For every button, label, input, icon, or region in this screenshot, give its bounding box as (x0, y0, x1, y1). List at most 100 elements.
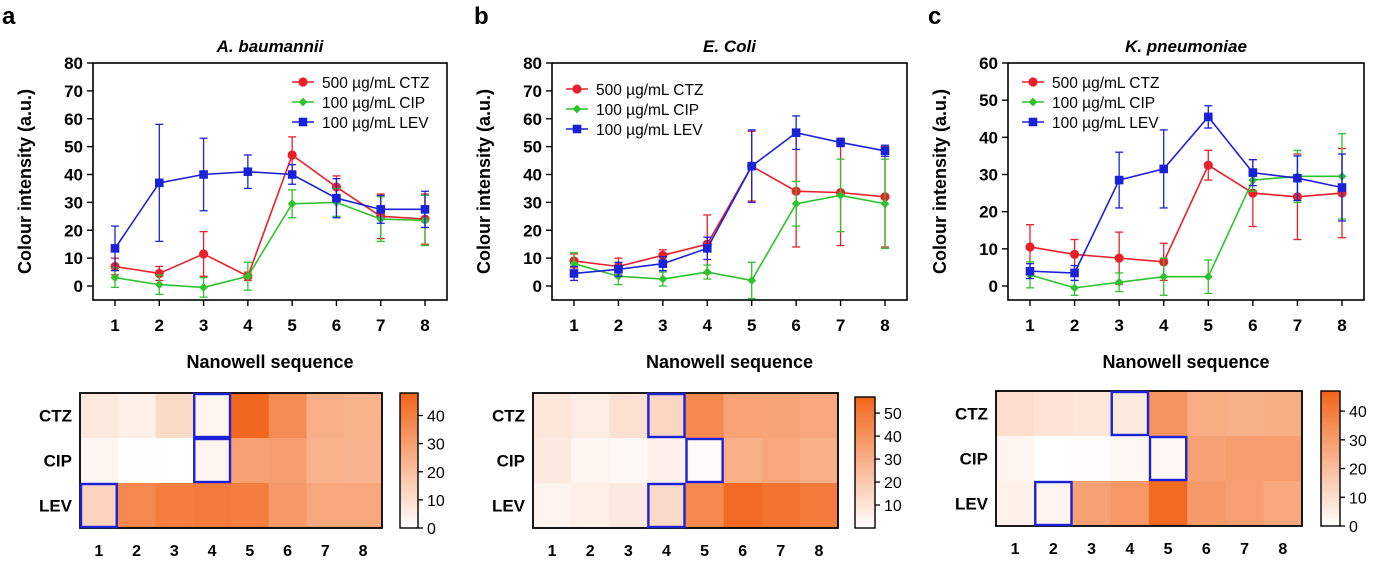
x-tick-label: 2 (614, 316, 623, 335)
heatmap-cell (155, 438, 194, 484)
heatmap-cell (996, 436, 1035, 482)
data-point (1069, 249, 1080, 260)
colorbar-tick-label: 0 (1349, 519, 1358, 536)
legend-marker (1028, 97, 1038, 107)
x-axis-label: Nanowell sequence (1102, 352, 1269, 372)
plot-frame (1007, 62, 1365, 301)
heatmap-cell (117, 393, 156, 439)
colorbar-tick-label: 40 (427, 409, 445, 426)
column-label: 8 (1278, 541, 1287, 558)
heatmap-b: CTZ CIP LEV 1 2 3 4 5 6 7 8 10 20 30 40 50 (492, 392, 902, 560)
column-label: 6 (283, 543, 292, 560)
heatmap-cell (1072, 436, 1112, 482)
data-point (287, 199, 297, 209)
heatmap-cell (647, 393, 686, 439)
data-point (1248, 168, 1258, 177)
highlight-box (193, 437, 232, 484)
data-point (1114, 175, 1124, 185)
heatmap-cell (799, 438, 839, 484)
panel-label-c: c (928, 3, 941, 30)
y-tick-label: 0 (74, 277, 83, 296)
data-point (614, 264, 623, 274)
heatmap-cell (647, 483, 686, 529)
panel-label-b: b (474, 3, 489, 30)
x-tick-label: 8 (1337, 316, 1346, 335)
colorbar (854, 396, 876, 529)
heatmap-cell (1225, 436, 1265, 482)
x-tick-label: 8 (420, 316, 429, 335)
heatmap-cell (231, 483, 270, 529)
data-point (199, 282, 208, 292)
x-tick-label: 3 (658, 316, 667, 335)
heatmap-cell (344, 483, 383, 529)
data-point (791, 128, 801, 137)
heatmap-cell (609, 393, 648, 439)
series-lev (569, 115, 890, 282)
heatmap-cell (268, 438, 307, 484)
legend-marker (298, 77, 308, 87)
series-line (573, 194, 886, 282)
heatmap-cell (609, 438, 648, 484)
x-tick-label: 7 (1293, 316, 1302, 335)
heatmap-cell (306, 483, 345, 529)
heatmap-cell (117, 438, 156, 484)
legend-label: 100 µg/mL LEV (1052, 115, 1159, 132)
x-tick-label: 2 (1070, 316, 1079, 335)
y-tick-label: 0 (533, 277, 542, 296)
heatmap-cell (1263, 436, 1303, 482)
colorbar-tick-label: 10 (884, 498, 902, 515)
data-point (658, 259, 668, 268)
heatmap-cell (80, 393, 119, 439)
data-point (1114, 277, 1124, 287)
data-point (836, 191, 845, 200)
heatmap-cell (231, 438, 270, 484)
heatmap-cell (533, 393, 572, 439)
x-tick-label: 7 (836, 316, 845, 335)
line-chart-a: A. baumannii 0 10 20 30 40 50 60 70 80 1 2 3 4 5 6 7 8 Nan… (15, 37, 448, 372)
legend-label: 500 µg/mL CTZ (322, 75, 429, 92)
column-label: 6 (738, 543, 747, 560)
heatmap-cell (1263, 391, 1303, 437)
x-tick-label: 5 (287, 316, 296, 335)
data-point (880, 146, 890, 156)
heatmap-cell (1110, 436, 1150, 482)
legend: 500 µg/mL CTZ 100 µg/mL CIP 100 µg/mL LEV (1022, 75, 1159, 132)
panel-label-a: a (2, 3, 16, 30)
data-point (110, 273, 120, 283)
row-label: LEV (492, 497, 526, 516)
heatmap-cell (1187, 391, 1226, 437)
series-line (114, 170, 425, 249)
heatmap-cell (761, 393, 801, 439)
highlight-box (647, 392, 686, 439)
heatmap-cell (117, 483, 156, 529)
y-tick-label: 30 (64, 193, 83, 212)
x-tick-label: 7 (376, 316, 385, 335)
colorbar (1320, 390, 1341, 527)
data-point (658, 250, 668, 260)
heatmap-cell (1149, 391, 1188, 437)
chart-title: K. pneumoniae (1125, 37, 1247, 56)
heatmap-cell (533, 483, 572, 529)
data-point (1293, 173, 1302, 183)
data-point (1070, 268, 1079, 278)
x-tick-label: 1 (110, 316, 119, 335)
heatmap-cell (685, 483, 725, 529)
heatmap-cell (155, 483, 194, 529)
x-tick-label: 4 (1159, 316, 1169, 335)
heatmap-cell (1034, 481, 1073, 527)
x-tick-label: 6 (332, 316, 341, 335)
x-tick-label: 2 (155, 316, 164, 335)
column-label: 6 (1202, 541, 1211, 558)
plot-frame (92, 62, 448, 301)
colorbar-tick-label: 20 (427, 465, 445, 482)
y-tick-label: 10 (523, 249, 542, 268)
heatmap-a: CTZ CIP LEV 1 2 3 4 5 6 7 8 0 10 20 30 40 (39, 392, 445, 560)
y-tick-label: 60 (64, 110, 83, 129)
x-tick-label: 4 (243, 316, 253, 335)
y-tick-label: 40 (523, 166, 542, 185)
data-point (420, 205, 430, 214)
heatmap-cell (1034, 436, 1073, 482)
series-ctz (569, 130, 890, 276)
data-point (287, 150, 297, 160)
column-label: 2 (132, 543, 141, 560)
